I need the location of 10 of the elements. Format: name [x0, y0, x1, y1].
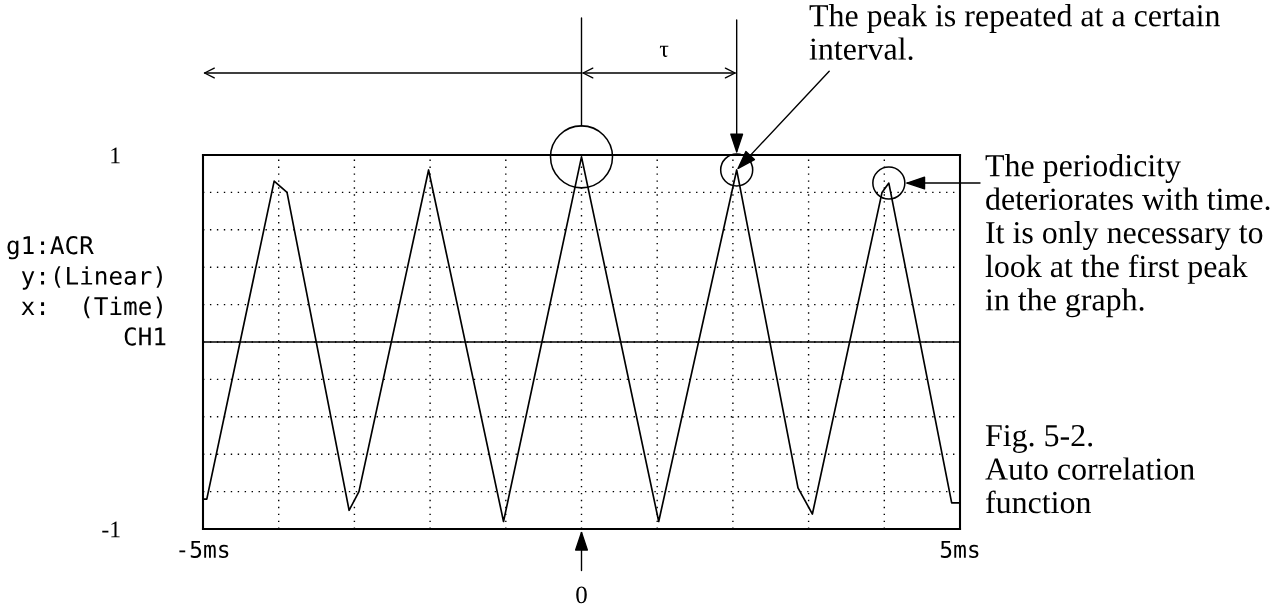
text: The periodicity deteriorates with time. It is only necessary to look at the first peak in the graph.: [985, 154, 1270, 318]
text: 0: [576, 586, 587, 604]
x-tick-label: -5ms: [179, 540, 229, 558]
annotation: The peak is repeated at a certain interval.: [809, 4, 1220, 61]
text: Fig. 5-2. Auto correlation function: [985, 424, 1195, 514]
y-tick-label: 1: [111, 147, 120, 164]
text: g1:ACR y:(Linear) x: (Time) CH1: [7, 236, 166, 346]
x-tick-label: 5ms: [940, 540, 979, 558]
y-tick-label: -1: [102, 521, 120, 538]
text: τ: [659, 45, 669, 57]
